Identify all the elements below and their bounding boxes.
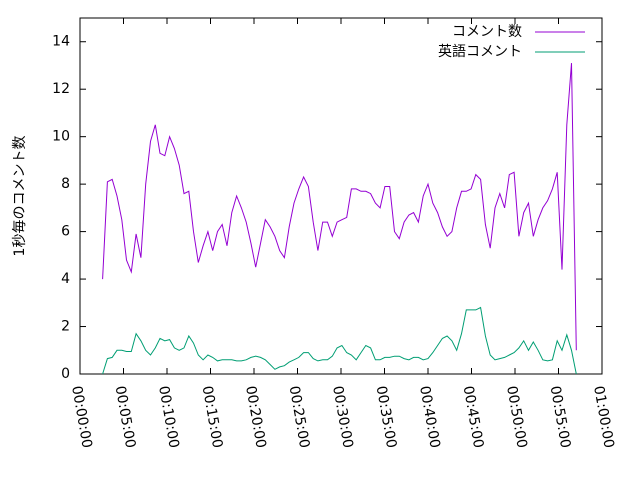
x-tick-label: 00:45:00 [460, 385, 487, 450]
x-tick-label: 00:30:00 [329, 385, 356, 450]
legend-label: 英語コメント [438, 43, 522, 60]
y-tick-label: 14 [52, 34, 70, 50]
y-tick-label: 6 [61, 224, 70, 240]
x-tick-label: 00:15:00 [199, 385, 226, 450]
series-line [102, 306, 577, 375]
x-tick-label: 00:40:00 [416, 385, 443, 450]
y-axis-label: 1秒毎のコメント数 [12, 136, 28, 257]
y-tick-label: 2 [61, 319, 70, 335]
y-tick-label: 8 [61, 176, 70, 192]
plot-border [79, 17, 603, 375]
x-tick-label: 00:50:00 [503, 385, 530, 450]
x-tick-label: 00:10:00 [155, 385, 182, 450]
legend-label: コメント数 [452, 24, 522, 40]
y-tick-label: 10 [52, 129, 70, 145]
x-tick-label: 00:05:00 [112, 385, 139, 450]
x-tick-label: 01:00:00 [590, 385, 617, 450]
x-tick-label: 00:55:00 [547, 385, 574, 450]
series-line [102, 63, 577, 351]
y-tick-label: 12 [52, 81, 70, 97]
x-tick-label: 00:35:00 [373, 385, 400, 450]
x-tick-label: 00:20:00 [242, 385, 269, 450]
x-tick-label: 00:25:00 [286, 385, 313, 450]
x-tick-label: 00:00:00 [68, 385, 95, 450]
y-tick-label: 0 [61, 366, 70, 382]
y-tick-label: 4 [61, 271, 70, 287]
